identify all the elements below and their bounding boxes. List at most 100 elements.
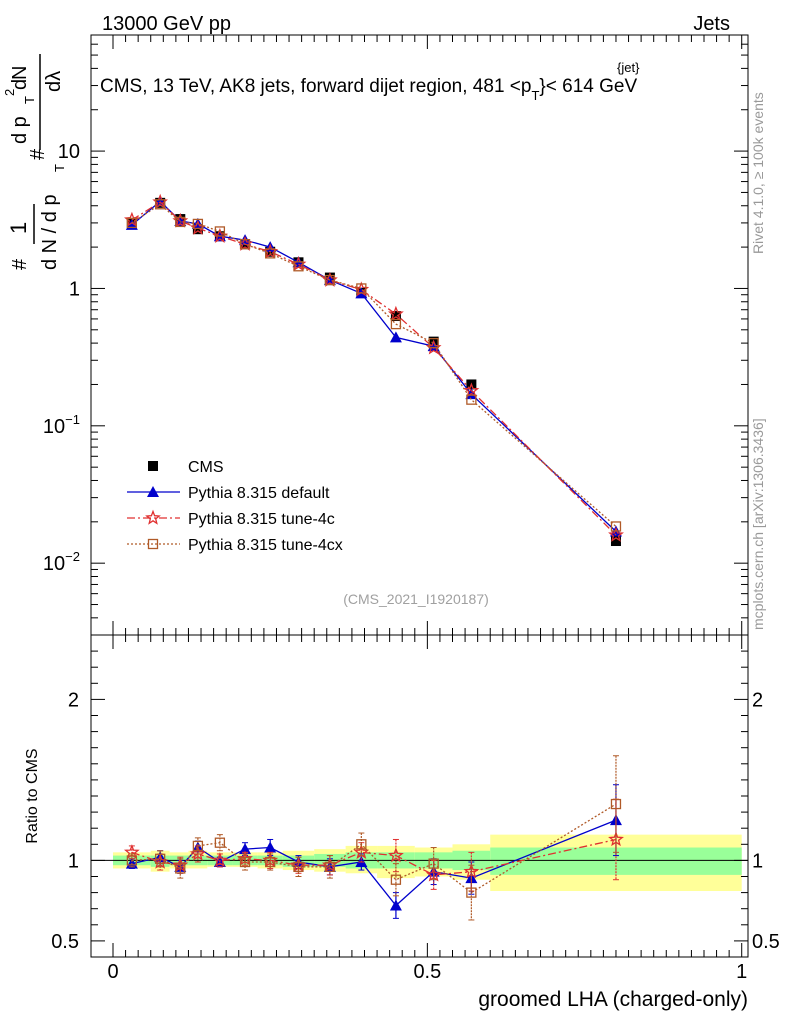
point-tune4c	[608, 526, 624, 542]
ratio-point-default	[389, 899, 402, 911]
ylabel-one: 1	[6, 222, 31, 234]
ylabel-N: N	[9, 66, 31, 80]
x-tick-label: 0	[107, 961, 118, 983]
point-tune4cx	[466, 394, 477, 405]
point-cms	[192, 224, 203, 235]
legend: CMS Pythia 8.315 default Pythia 8.315 tune…	[127, 459, 343, 554]
ratio-series-layer	[123, 755, 624, 921]
ylabel-sub-t2: T	[22, 96, 37, 104]
legend-marker-cms	[148, 461, 158, 471]
point-tune4cx	[428, 337, 439, 349]
tick-exponent: −1	[65, 412, 80, 427]
x-tick-labels: 0 0.5 1	[107, 961, 747, 983]
ratio-point-tune4c	[387, 847, 404, 863]
legend-entry-default: Pythia 8.315 default	[127, 485, 330, 502]
plot-title-sub: T	[531, 88, 539, 103]
ratio-point-tune4cx	[610, 798, 622, 810]
legend-marker-tune4c	[145, 509, 161, 525]
legend-label-cms: CMS	[188, 459, 224, 476]
ratio-panel: 0.5 0.51 12 2 0 0.5 1	[51, 634, 780, 983]
legend-entry-cms: CMS	[148, 459, 224, 476]
ratio-line-tune4cx	[131, 803, 617, 894]
point-tune4cx	[239, 239, 251, 250]
legend-label-tune4c: Pythia 8.315 tune-4c	[188, 511, 335, 528]
ratio-y-axis-label: Ratio to CMS	[24, 748, 41, 843]
ratio-point-tune4cx	[390, 874, 402, 885]
plot-title-sup: {jet}	[617, 60, 640, 75]
ratio-frame	[90, 634, 749, 958]
legend-marker-default	[147, 486, 159, 497]
point-tune4cx	[610, 521, 622, 532]
ratio-series-tune4cx	[126, 755, 622, 921]
ratio-y-tick-label-left: 2	[68, 689, 79, 711]
analysis-watermark: (CMS_2021_I1920187)	[343, 591, 489, 607]
ylabel-sub-t: T	[52, 164, 67, 172]
ratio-point-tune4cx	[466, 887, 477, 898]
ratio-y-tick-labels: 0.5 0.5 1 1 2 2	[51, 689, 780, 953]
x-tick-label: 1	[736, 961, 747, 983]
ratio-point-tune4cx	[239, 856, 251, 868]
point-default	[389, 331, 402, 343]
ratio-point-default	[239, 843, 252, 855]
ratio-point-tune4c	[608, 831, 624, 847]
legend-label-default: Pythia 8.315 default	[188, 485, 330, 502]
point-tune4cx	[390, 318, 402, 330]
ylabel-hash2: #	[27, 148, 49, 160]
ratio-point-tune4cx	[155, 853, 166, 864]
main-axis-ticks	[91, 34, 748, 636]
ratio-uncertainty-bands	[113, 834, 742, 891]
point-tune4cx	[126, 217, 138, 229]
ratio-point-tune4cx	[192, 840, 204, 852]
point-cms	[610, 536, 621, 547]
ratio-point-default	[264, 841, 277, 853]
point-tune4cx	[265, 248, 276, 259]
point-tune4cx	[356, 283, 367, 294]
header-right: Jets	[693, 13, 730, 35]
ylabel-dlambda: dλ	[43, 71, 65, 92]
main-series-layer	[124, 193, 624, 547]
plot-title: CMS, 13 TeV, AK8 jets, forward dijet reg…	[100, 76, 637, 103]
legend-label-tune4cx: Pythia 8.315 tune-4cx	[188, 537, 343, 554]
ylabel-d: d	[9, 79, 31, 90]
ylabel-hash: #	[9, 258, 31, 270]
plot-title-main: CMS, 13 TeV, AK8 jets, forward dijet reg…	[100, 76, 531, 97]
header-left: 13000 GeV pp	[102, 13, 231, 35]
main-y-tick-label: 10	[58, 141, 80, 163]
point-tune4c	[463, 382, 480, 398]
point-tune4cx	[293, 261, 304, 272]
ratio-point-tune4cx	[214, 837, 226, 848]
rivet-version-label: Rivet 4.1.0, ≥ 100k events	[750, 92, 766, 254]
mcplots-label: mcplots.cern.ch [arXiv:1306.3436]	[750, 418, 766, 630]
legend-entry-tune4cx: Pythia 8.315 tune-4cx	[127, 537, 343, 554]
ratio-point-tune4c	[212, 852, 228, 868]
ratio-y-tick-label-left: 0.5	[51, 931, 79, 953]
x-tick-label: 0.5	[413, 961, 441, 983]
plot-title-end: }< 614 GeV	[539, 76, 637, 97]
ratio-axis-ticks	[91, 634, 748, 958]
main-y-tick-label: 10−1	[43, 412, 80, 438]
ratio-point-tune4cx	[356, 839, 367, 850]
series-tune4cx	[126, 199, 622, 532]
ratio-y-tick-label-right: 0.5	[752, 931, 780, 953]
point-tune4c	[387, 305, 404, 321]
ratio-y-tick-label-right: 2	[752, 689, 763, 711]
point-tune4cx	[324, 274, 336, 286]
point-tune4cx	[214, 226, 226, 237]
point-tune4cx	[175, 216, 186, 228]
main-y-tick-label: 1	[69, 278, 80, 300]
ratio-point-tune4cx	[126, 855, 138, 866]
tick-base: 10	[43, 416, 65, 438]
series-line-tune4cx	[131, 203, 617, 527]
ratio-point-tune4cx	[265, 856, 276, 868]
ratio-y-tick-label-right: 1	[752, 850, 763, 872]
point-tune4cx	[192, 218, 204, 230]
ylabel-dpt: d p	[9, 116, 31, 144]
tick-base: 10	[43, 553, 65, 575]
ratio-y-tick-label-left: 1	[68, 850, 79, 872]
ratio-point-tune4cx	[293, 861, 304, 872]
ratio-point-tune4cx	[175, 863, 186, 874]
ylabel-sup-2: 2	[2, 89, 17, 96]
